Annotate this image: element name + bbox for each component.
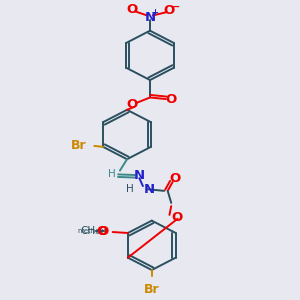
Text: Br: Br: [144, 283, 160, 296]
Text: O: O: [96, 225, 107, 238]
Text: H: H: [126, 184, 134, 194]
Text: N: N: [144, 183, 155, 196]
Text: O: O: [169, 172, 180, 185]
Text: O: O: [97, 225, 108, 238]
Text: O: O: [166, 93, 177, 106]
Text: methoxy: methoxy: [77, 228, 108, 234]
Text: −: −: [172, 2, 180, 12]
Text: +: +: [151, 8, 158, 17]
Text: H: H: [108, 169, 116, 179]
Text: O: O: [127, 3, 138, 16]
Text: N: N: [134, 169, 145, 182]
Text: O: O: [164, 4, 175, 17]
Text: CH₃: CH₃: [80, 226, 100, 236]
Text: Br: Br: [70, 140, 86, 152]
Text: O: O: [171, 211, 182, 224]
Text: N: N: [144, 11, 156, 24]
Text: O: O: [127, 98, 138, 111]
